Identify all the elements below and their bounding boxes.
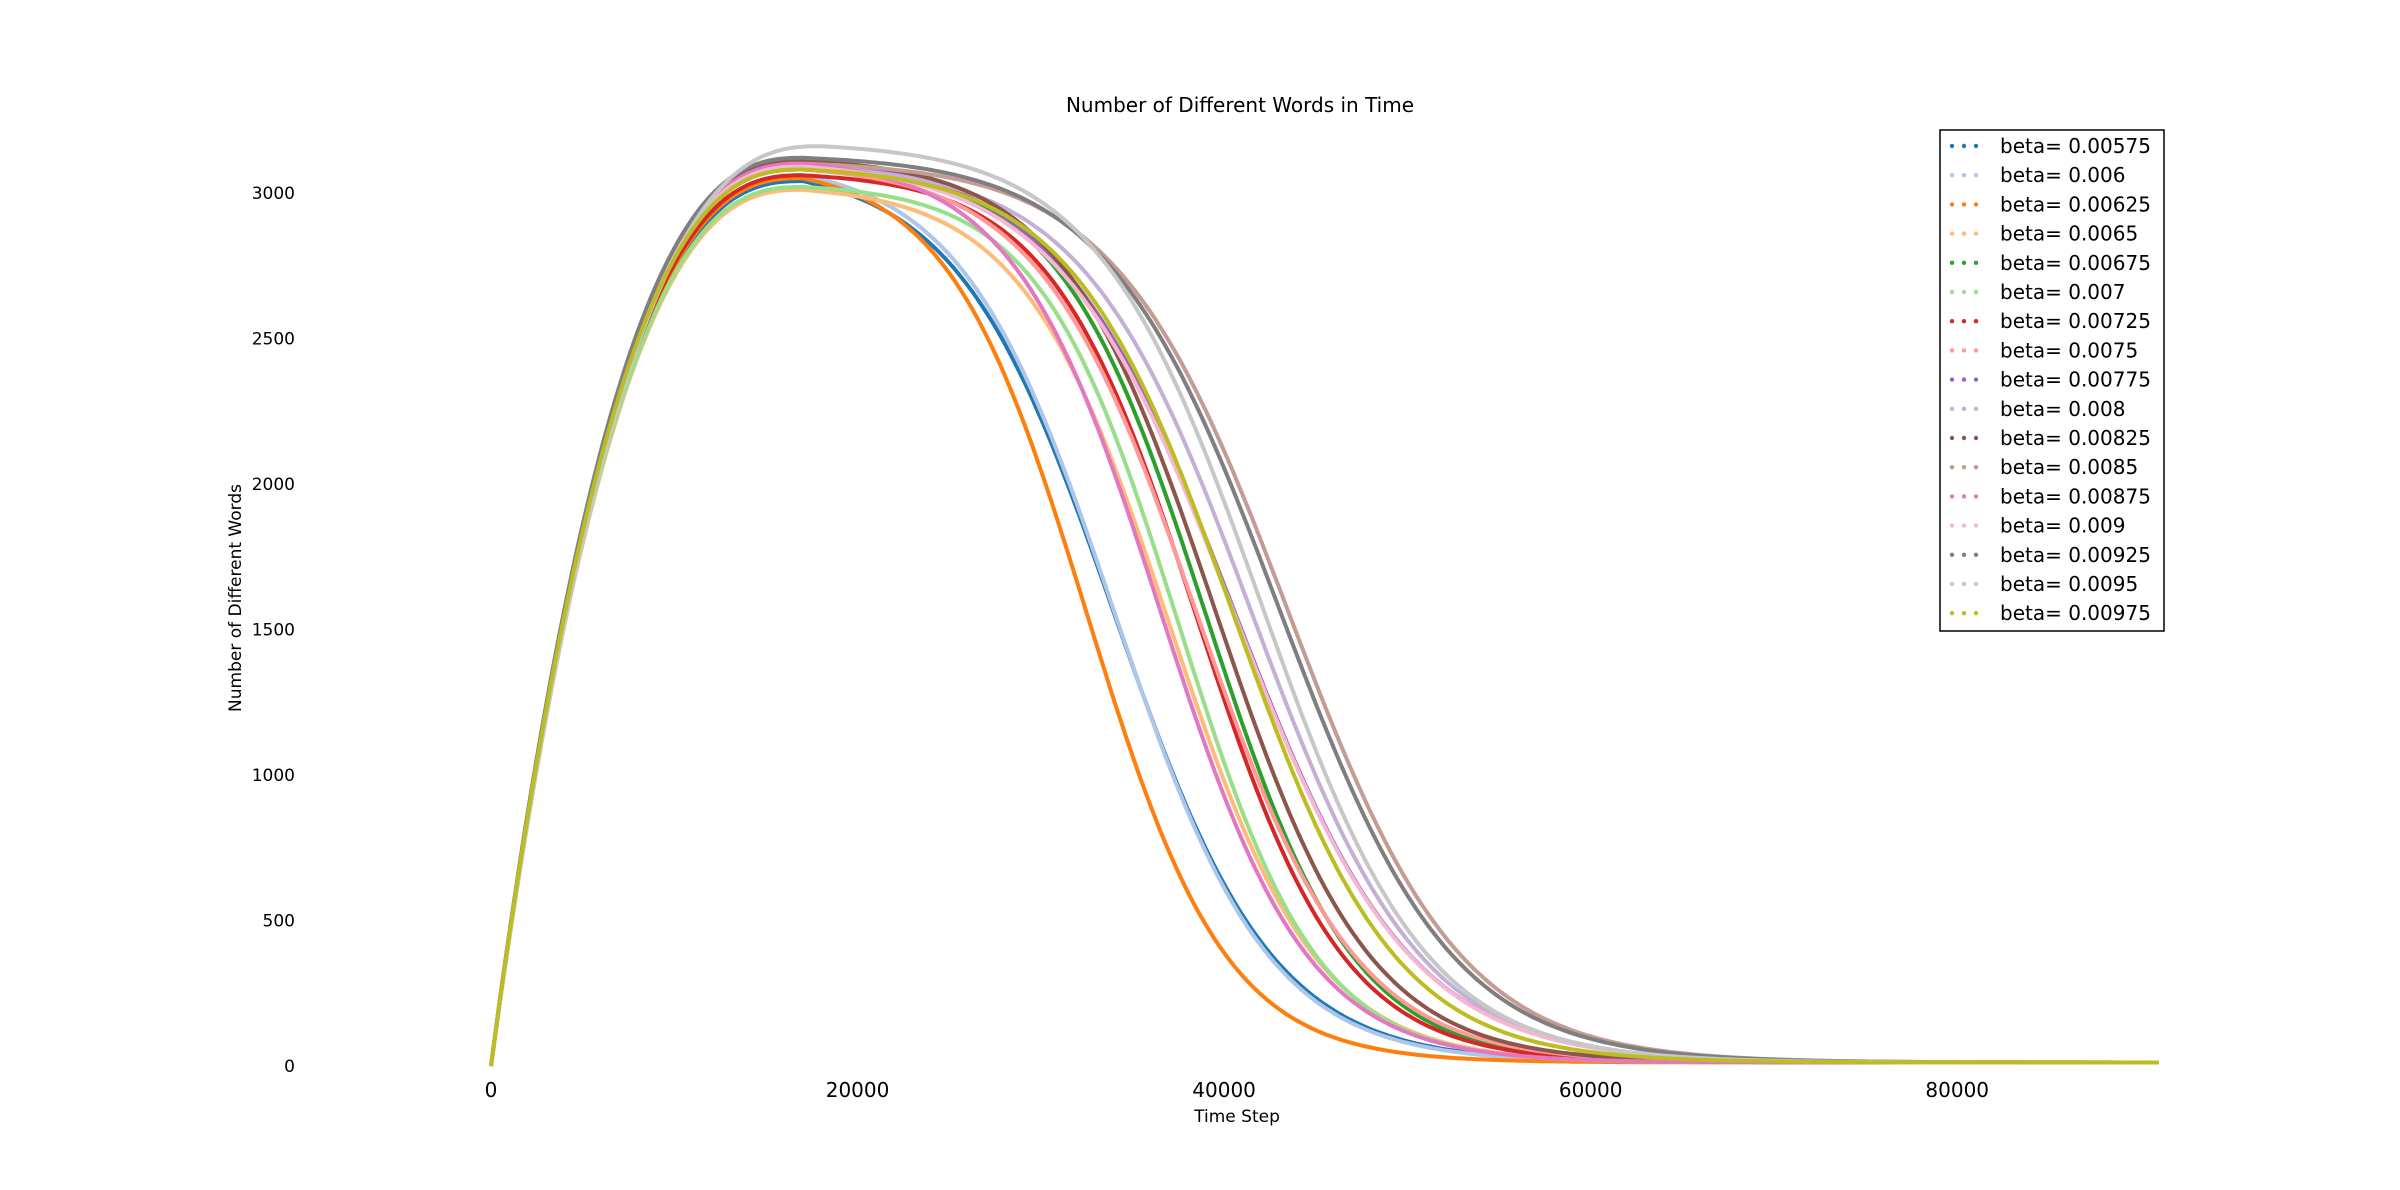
legend-entry-label: beta= 0.007: [2000, 280, 2125, 304]
y-tick-label: 2500: [252, 329, 295, 349]
legend-marker: [1961, 465, 1967, 470]
legend-marker: [1973, 552, 1979, 557]
x-tick-label: 20000: [826, 1078, 890, 1102]
legend-marker: [1949, 231, 1955, 236]
legend-marker: [1973, 289, 1979, 295]
legend-marker: [1961, 494, 1967, 499]
legend-entry-label: beta= 0.0085: [2000, 455, 2138, 479]
legend-marker: [1949, 348, 1955, 353]
y-tick-label: 1500: [252, 620, 295, 640]
legend: beta= 0.00575 beta= 0.006 beta= 0.00625 bet…: [1939, 129, 2165, 632]
legend-marker: [1973, 581, 1979, 587]
legend-marker: [1949, 260, 1955, 265]
legend-entry-label: beta= 0.009: [2000, 514, 2125, 538]
x-axis-ticks: 0 20000 40000 60000 80000: [485, 1078, 1989, 1102]
legend-marker: [1961, 319, 1967, 324]
legend-marker: [1961, 581, 1967, 587]
legend-marker: [1973, 523, 1979, 528]
legend-marker: [1949, 494, 1955, 499]
legend-marker: [1961, 348, 1967, 353]
legend-entry-label: beta= 0.008: [2000, 397, 2125, 421]
legend-entry-label: beta= 0.00775: [2000, 368, 2151, 392]
legend-marker: [1949, 465, 1955, 470]
legend-marker: [1949, 523, 1955, 528]
legend-marker: [1949, 435, 1955, 441]
y-tick-label: 0: [284, 1057, 295, 1077]
x-tick-label: 80000: [1925, 1078, 1989, 1102]
y-axis-label: Number of Different Words: [226, 484, 246, 712]
legend-marker: [1949, 581, 1955, 587]
legend-marker: [1961, 202, 1967, 207]
legend-entry-label: beta= 0.00575: [2000, 134, 2151, 158]
series-line: [489, 173, 2159, 1067]
y-axis-ticks: 0 500 1000 1500 2000 2500 3000: [252, 184, 295, 1077]
legend-marker: [1973, 231, 1979, 236]
legend-entry-label: beta= 0.006: [2000, 163, 2125, 187]
legend-marker: [1949, 173, 1955, 178]
legend-marker: [1949, 202, 1955, 207]
legend-marker: [1961, 173, 1967, 178]
legend-marker: [1973, 465, 1979, 470]
legend-entry-label: beta= 0.0065: [2000, 222, 2138, 246]
legend-marker: [1961, 143, 1967, 149]
y-tick-label: 3000: [252, 184, 295, 204]
y-tick-label: 1000: [252, 766, 295, 786]
x-tick-label: 0: [485, 1078, 498, 1102]
legend-entry-label: beta= 0.0075: [2000, 338, 2138, 362]
y-tick-label: 2000: [252, 475, 295, 495]
legend-marker: [1949, 406, 1955, 411]
legend-marker: [1973, 494, 1979, 499]
legend-entry-label: beta= 0.00675: [2000, 251, 2151, 275]
legend-marker: [1961, 231, 1967, 236]
legend-marker: [1973, 143, 1979, 149]
legend-marker: [1949, 289, 1955, 295]
legend-marker: [1961, 523, 1967, 528]
legend-marker: [1973, 319, 1979, 324]
legend-marker: [1949, 143, 1955, 149]
x-tick-label: 60000: [1559, 1078, 1623, 1102]
legend-entry-label: beta= 0.00725: [2000, 309, 2151, 333]
legend-marker: [1961, 611, 1967, 616]
legend-marker: [1949, 377, 1955, 382]
series-lines: [489, 144, 2159, 1067]
legend-marker: [1961, 552, 1967, 557]
x-axis-label: Time Step: [1193, 1107, 1280, 1127]
legend-marker: [1973, 435, 1979, 441]
legend-marker: [1973, 348, 1979, 353]
x-tick-label: 40000: [1192, 1078, 1256, 1102]
legend-entry-label: beta= 0.00825: [2000, 426, 2151, 450]
legend-marker: [1961, 377, 1967, 382]
legend-marker: [1949, 552, 1955, 557]
chart-title: Number of Different Words in Time: [1066, 93, 1414, 117]
y-tick-label: 500: [263, 911, 295, 931]
legend-marker: [1973, 260, 1979, 265]
series-line: [489, 167, 2159, 1067]
legend-entry-label: beta= 0.0095: [2000, 572, 2138, 596]
series-line: [489, 187, 2159, 1067]
legend-marker: [1973, 377, 1979, 382]
legend-entry-label: beta= 0.00925: [2000, 543, 2151, 567]
legend-entry-label: beta= 0.00625: [2000, 192, 2151, 216]
legend-marker: [1961, 406, 1967, 411]
legend-marker: [1961, 289, 1967, 295]
legend-marker: [1949, 319, 1955, 324]
legend-marker: [1973, 173, 1979, 178]
legend-marker: [1973, 202, 1979, 207]
legend-marker: [1961, 260, 1967, 265]
legend-marker: [1949, 611, 1955, 616]
legend-marker: [1961, 435, 1967, 441]
legend-entry-label: beta= 0.00975: [2000, 601, 2151, 625]
legend-marker: [1973, 406, 1979, 411]
legend-marker: [1973, 611, 1979, 616]
legend-entry-label: beta= 0.00875: [2000, 484, 2151, 508]
